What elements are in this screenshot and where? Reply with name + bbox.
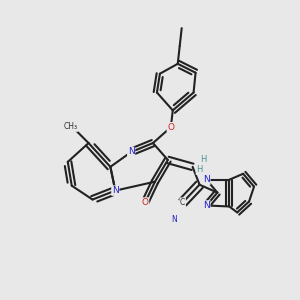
Text: N: N <box>171 215 177 224</box>
Text: CH₃: CH₃ <box>64 122 78 131</box>
Text: N: N <box>203 175 210 184</box>
Text: H: H <box>196 165 203 174</box>
Text: C: C <box>180 198 185 207</box>
Text: N: N <box>112 186 119 195</box>
Text: H: H <box>200 155 207 164</box>
Text: N: N <box>128 148 135 157</box>
Text: O: O <box>142 198 148 207</box>
Text: O: O <box>167 123 174 132</box>
Text: N: N <box>203 201 210 210</box>
